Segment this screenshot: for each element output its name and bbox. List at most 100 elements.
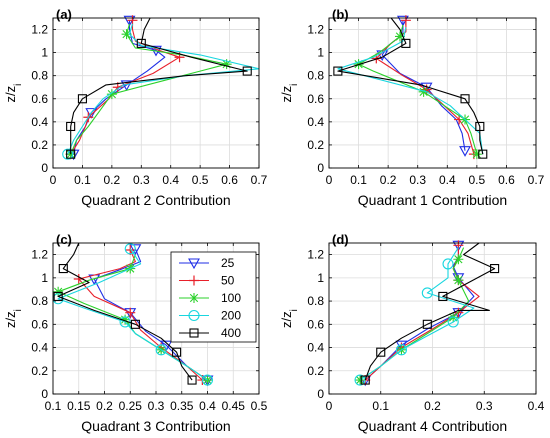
x-tick-label: 0 [326, 399, 333, 413]
data-point-200 [447, 316, 459, 328]
data-point-400 [460, 94, 470, 104]
data-point-400 [438, 291, 448, 301]
x-tick-label: 0.5 [192, 173, 209, 187]
x-axis-label: Quadrant 4 Contribution [358, 418, 507, 434]
y-tick-label: 1 [41, 271, 48, 285]
data-point-400 [53, 291, 63, 301]
x-axis-label: Quadrant 3 Contribution [81, 418, 230, 434]
y-tick-label: 0.6 [31, 92, 48, 106]
x-tick-label: 0.3 [133, 173, 150, 187]
data-point-200 [201, 374, 214, 386]
panel-label: (a) [56, 7, 72, 22]
x-tick-label: 0.3 [476, 399, 493, 413]
legend-marker-400 [189, 328, 199, 338]
legend-label-200: 200 [221, 309, 241, 323]
axes-box [52, 17, 260, 169]
data-point-100 [120, 314, 131, 325]
y-tick-label: 0.2 [31, 364, 48, 378]
x-tick-label: 0.45 [222, 399, 246, 413]
y-tick-label: 0.4 [307, 341, 324, 355]
data-point-50 [400, 15, 411, 26]
y-tick-label: 1 [317, 271, 324, 285]
panel-b: 0 0.1 0.2 0.3 0.4 0.5 0.6 0.7 0 0.2 0.4 0.6 0.8 1 1.2 (… [279, 7, 545, 208]
data-point-100 [453, 254, 464, 265]
panel-a: 0 0.1 0.2 0.3 0.4 0.5 0.6 0.7 0 0.2 0.4 0.6 0.8 1 1.2 (… [3, 7, 268, 208]
x-tick-label: 0.7 [528, 173, 545, 187]
x-tick-label: 0.15 [67, 399, 91, 413]
data-point-400 [360, 375, 370, 385]
legend-marker-100 [189, 293, 199, 303]
data-point-200 [62, 148, 74, 160]
y-tick-label: 0.2 [31, 138, 48, 152]
x-tick-label: 0.2 [104, 173, 121, 187]
series-line-400 [337, 17, 484, 155]
legend-marker-50 [189, 275, 199, 286]
data-point-100 [106, 89, 117, 100]
data-point-100 [355, 375, 366, 386]
y-tick-label: 0.4 [307, 115, 324, 129]
y-tick-label: 1.2 [307, 23, 324, 37]
x-tick-label: 0.2 [380, 173, 397, 187]
x-tick-label: 0.35 [170, 399, 194, 413]
y-tick-label: 0.6 [307, 317, 324, 331]
y-tick-label: 0.8 [31, 69, 48, 83]
data-point-400 [376, 347, 386, 357]
data-point-400 [77, 94, 87, 104]
y-tick-label: 1.2 [31, 23, 48, 37]
y-tick-label: 0 [41, 161, 48, 175]
y-tick-label: 0 [317, 387, 324, 401]
legend-label-25: 25 [221, 256, 235, 270]
y-tick-label: 0.2 [307, 138, 324, 152]
plot-area [329, 18, 536, 168]
data-point-100 [471, 149, 482, 160]
data-point-25 [459, 146, 471, 157]
legend-label-50: 50 [221, 274, 235, 288]
x-tick-label: 0.1 [45, 399, 62, 413]
x-tick-label: 0.6 [498, 173, 515, 187]
y-tick-label: 0.8 [307, 69, 324, 83]
data-point-400 [172, 347, 182, 357]
y-tick-label: 1 [317, 46, 324, 60]
data-point-400 [58, 264, 68, 274]
y-tick-label: 0.8 [31, 294, 48, 308]
y-tick-label: 0.6 [31, 317, 48, 331]
data-point-400 [478, 149, 488, 159]
y-tick-label: 0 [41, 387, 48, 401]
data-point-100 [221, 59, 232, 70]
series-line-400 [364, 242, 496, 381]
y-tick-label: 0.8 [307, 294, 324, 308]
data-point-50 [127, 15, 138, 26]
data-point-400 [401, 38, 411, 48]
data-point-100 [53, 286, 64, 297]
x-tick-label: 0.5 [251, 399, 268, 413]
data-point-400 [66, 121, 76, 132]
x-tick-label: 0 [50, 173, 57, 187]
data-point-400 [130, 319, 140, 329]
axes-box [328, 242, 537, 395]
data-point-200 [442, 258, 454, 270]
y-axis-label: z/zi [279, 309, 300, 328]
legend-marker-200 [188, 309, 200, 322]
x-tick-label: 0.2 [424, 399, 441, 413]
y-tick-label: 0.6 [307, 92, 324, 106]
data-point-400 [490, 264, 500, 274]
x-tick-label: 0.4 [199, 399, 216, 413]
data-point-200 [354, 374, 366, 386]
data-point-400 [66, 149, 76, 159]
data-point-400 [242, 66, 252, 76]
axes-box [52, 242, 260, 395]
y-axis-label: z/zi [3, 84, 24, 103]
series-line-200 [359, 247, 475, 381]
data-point-25 [129, 244, 142, 255]
x-tick-label: 0.4 [439, 173, 456, 187]
x-tick-label: 0.7 [251, 173, 268, 187]
x-tick-label: 0.1 [350, 173, 367, 187]
axes-box [328, 17, 537, 169]
x-axis-label: Quadrant 1 Contribution [358, 192, 507, 208]
series-line-400 [70, 17, 248, 155]
y-axis-label: z/zi [279, 84, 300, 103]
plot-area [53, 18, 259, 168]
series-line-200 [57, 248, 208, 381]
legend-label-400: 400 [221, 326, 241, 340]
series-line-50 [78, 249, 203, 381]
